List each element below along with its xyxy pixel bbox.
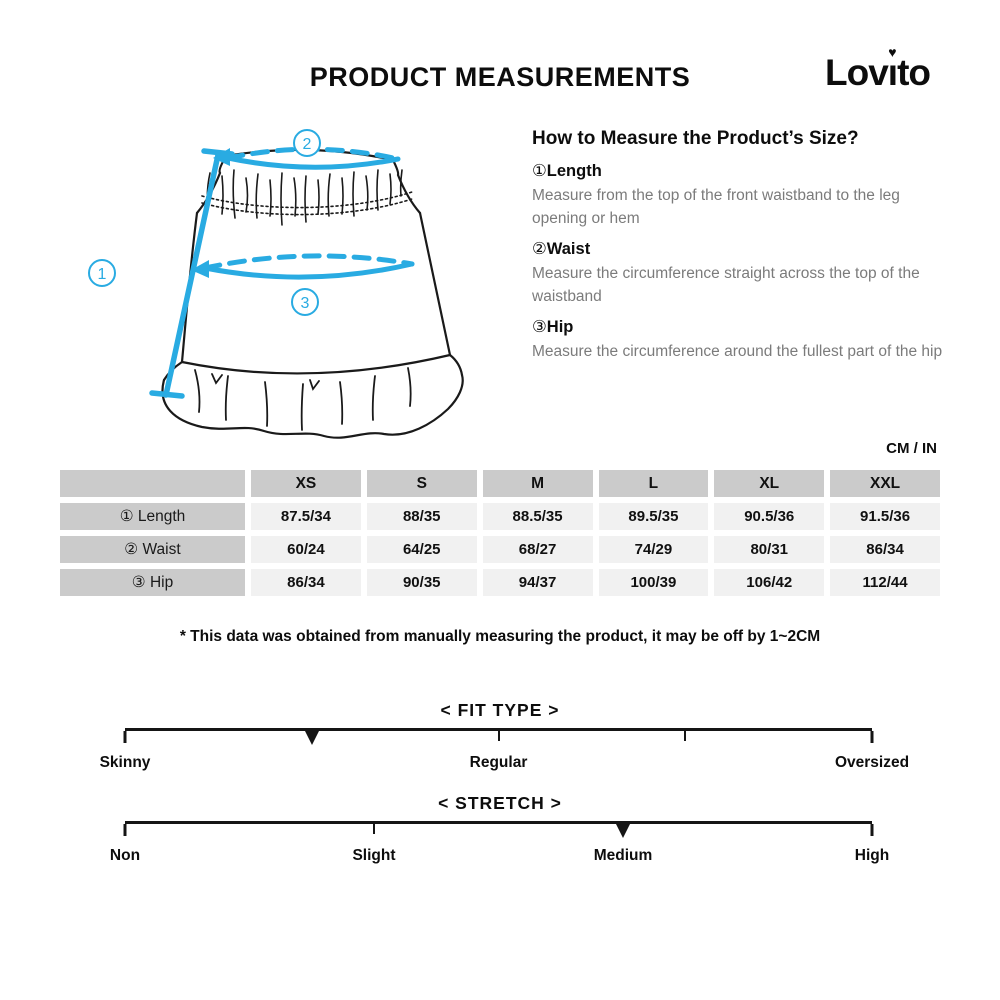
table-cell: 88.5/35 [482,503,593,530]
brand-logo: Lovı ♥ to [825,44,931,94]
heart-icon: ♥ [888,44,897,60]
table-header-m: M [482,470,593,497]
scale-label: Non [109,847,141,864]
table-cell: 68/27 [482,536,593,563]
brand-logo-i: ı ♥ [887,44,898,93]
scale-tick [123,731,127,743]
table-cell: 60/24 [251,536,361,563]
measurement-note: * This data was obtained from manually m… [179,628,821,645]
scale-tick [372,824,375,834]
table-cell: 89.5/35 [598,503,709,530]
fit-type-heading: < FIT TYPE > [440,700,560,720]
how-to-item-hip: ③Hip Measure the circumference around th… [532,316,944,363]
table-cell: 90.5/36 [714,503,825,530]
size-table: XS S M L XL XXL ① Length 87.5/34 88/35 8… [60,470,940,596]
skirt-illustration: 1 2 3 [88,129,464,439]
fit-type-scale: Skinny Regular Oversized [100,728,909,771]
how-to-item-length: ①Length Measure from the top of the fron… [532,160,944,231]
measure-item-name: Waist [546,240,591,259]
table-row-label-hip: ③ Hip [60,569,245,596]
table-cell: 64/25 [366,536,477,563]
table-cell: 91.5/36 [830,503,940,530]
table-cell: 106/42 [714,569,825,596]
hip-arrow [191,253,415,280]
scale-label: High [854,847,890,864]
stretch-heading: < STRETCH > [438,793,562,813]
table-header-xxl: XXL [830,470,940,497]
table-cell: 87.5/34 [251,503,361,530]
scale-label: Medium [593,847,653,864]
table-cell: 94/37 [482,569,593,596]
table-cell: 90/35 [366,569,477,596]
table-cell: 86/34 [830,536,940,563]
scale-tick [497,731,500,741]
table-cell: 88/35 [366,503,477,530]
scale-label: Skinny [99,754,151,771]
table-corner-cell [60,470,245,497]
measure-item-name: Hip [546,318,574,337]
svg-text:2: 2 [303,136,312,153]
brand-logo-prefix: Lov [825,52,889,93]
diagram-marker-1: 1 [88,259,116,287]
scale-tick [123,824,127,836]
length-arrow [149,148,235,399]
table-row-label-length: ① Length [60,503,245,530]
page-title: PRODUCT MEASUREMENTS [309,62,691,92]
table-header-xs: XS [251,470,361,497]
scale-tick [684,731,687,741]
measure-item-desc: Measure the circumference around the ful… [532,342,943,360]
brand-logo-suffix: to [897,52,931,93]
table-cell: 112/44 [830,569,940,596]
how-to-item-waist: ②Waist Measure the circumference straigh… [532,238,944,309]
table-header-l: L [598,470,709,497]
scale-label: Regular [469,754,528,771]
table-cell: 86/34 [251,569,361,596]
table-header-s: S [366,470,477,497]
stretch-scale: Non Slight Medium High [110,821,889,864]
measure-item-desc: Measure from the top of the front waistb… [532,186,900,228]
how-to-heading: How to Measure the Product’s Size? [532,128,859,149]
table-cell: 80/31 [714,536,825,563]
measure-item-desc: Measure the circumference straight acros… [532,264,920,306]
scale-label: Slight [352,847,396,864]
scale-marker [303,729,320,745]
scale-tick [870,824,874,836]
table-cell: 100/39 [598,569,709,596]
table-row-label-waist: ② Waist [60,536,245,563]
scale-marker [615,822,632,838]
units-label: CM / IN [886,440,937,457]
how-to-measure-section: How to Measure the Product’s Size? ①Leng… [532,128,944,364]
svg-text:1: 1 [98,266,107,283]
scale-label: Oversized [834,754,910,771]
scale-tick [870,731,874,743]
diagram-marker-2: 2 [293,129,321,157]
measure-item-name: Length [546,162,602,180]
diagram-marker-3: 3 [291,288,319,316]
svg-text:3: 3 [301,295,310,312]
table-header-xl: XL [714,470,825,497]
table-cell: 74/29 [598,536,709,563]
